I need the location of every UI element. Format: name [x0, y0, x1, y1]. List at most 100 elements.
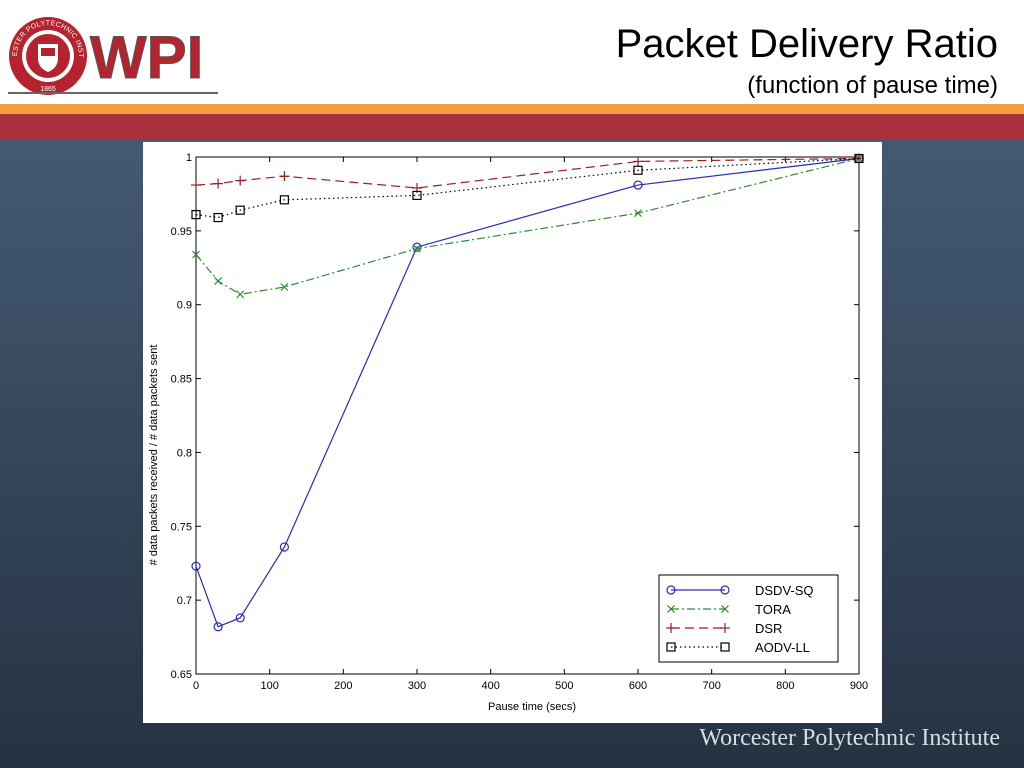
data-point-aodv-ll-shape	[213, 212, 223, 223]
data-point-aodv-ll	[235, 205, 245, 215]
legend-marker-dsr	[666, 623, 676, 633]
wpi-logo: WORCESTER POLYTECHNIC INSTITUTE 1865 WPI	[8, 14, 204, 95]
y-tick-label: 0.8	[177, 447, 192, 459]
x-tick-label: 800	[776, 680, 794, 692]
axes: 0 100 200 300 400 500 600 700 800 900 0.65 0.7 0.75 0…	[171, 152, 869, 692]
data-point-dsr	[213, 178, 224, 189]
y-tick-label: 0.95	[171, 226, 192, 238]
series-aodv-ll	[191, 153, 864, 223]
data-point-tora-stroke	[280, 283, 289, 291]
data-point-aodv-ll-shape	[191, 210, 201, 220]
legend: DSDV-SQ TORA DSR AODV-LL	[658, 574, 839, 663]
data-point-dsdv-sq	[279, 542, 289, 552]
legend-marker-dsr	[720, 623, 730, 633]
data-point-dsdv-sq-shape	[213, 622, 223, 632]
data-point-dsdv-sq	[191, 561, 201, 571]
logo-underline	[8, 92, 218, 94]
data-point-dsdv-sq	[633, 180, 643, 190]
header-accent-stripe	[0, 104, 1024, 114]
legend-marker-tora	[667, 605, 675, 613]
series-line-dsdv-sq	[195, 157, 860, 628]
plot-frame	[195, 156, 860, 675]
data-point-aodv-ll-shape	[412, 190, 422, 201]
data-point-aodv-ll	[213, 212, 223, 223]
x-tick-label: 500	[555, 680, 573, 692]
legend-label-dsr: DSR	[755, 621, 782, 636]
data-point-aodv-ll-shape	[235, 205, 245, 215]
data-point-aodv-ll-shape	[854, 153, 864, 164]
legend-marker-aodv-ll-shape	[720, 642, 730, 652]
header-band	[0, 114, 1024, 140]
seal-book-icon	[41, 48, 55, 56]
chart-panel: 0 100 200 300 400 500 600 700 800 900 0.65 0.7 0.75 0…	[143, 142, 882, 723]
data-point-dsdv-sq-shape	[412, 242, 422, 252]
data-point-dsr	[235, 175, 246, 186]
legend-marker-dsdv-sq-shape	[666, 585, 676, 595]
data-point-aodv-ll-shape	[279, 195, 289, 205]
data-point-aodv-ll	[412, 190, 422, 201]
data-point-tora-stroke	[192, 250, 200, 259]
series-tora	[192, 154, 863, 299]
y-tick-label: 0.65	[171, 669, 192, 681]
series	[191, 153, 864, 632]
data-point-dsr	[191, 180, 201, 191]
x-tick-label: 700	[702, 680, 720, 692]
data-point-dsdv-sq	[412, 242, 422, 252]
slide-header	[0, 0, 1024, 104]
x-tick-label: 400	[481, 680, 499, 692]
legend-item-tora: TORA	[667, 602, 791, 617]
data-point-aodv-ll	[191, 210, 201, 220]
data-point-tora	[236, 290, 245, 299]
data-point-dsdv-sq-shape	[191, 561, 201, 571]
legend-label-dsdv-sq: DSDV-SQ	[755, 583, 814, 598]
x-tick-label: 100	[260, 680, 278, 692]
legend-marker-tora-stroke	[721, 605, 729, 613]
y-axis-label: # data packets received / # data packets…	[148, 345, 160, 566]
packet-delivery-chart: 0 100 200 300 400 500 600 700 800 900 0.65 0.7 0.75 0…	[148, 152, 869, 713]
legend-marker-tora-stroke	[667, 605, 675, 613]
data-point-dsr	[279, 171, 290, 182]
x-tick-label: 600	[629, 680, 647, 692]
data-point-aodv-ll	[854, 153, 864, 164]
data-point-tora-stroke	[634, 209, 642, 218]
data-point-tora-stroke	[236, 290, 245, 299]
series-line-tora	[195, 157, 860, 296]
data-point-tora-stroke	[214, 277, 223, 286]
data-point-dsdv-sq	[235, 613, 245, 623]
x-tick-label: 200	[334, 680, 352, 692]
seal-year: 1865	[40, 86, 56, 93]
x-tick-label: 300	[408, 680, 426, 692]
series-line-aodv-ll	[195, 157, 860, 219]
data-point-dsdv-sq-shape	[279, 542, 289, 552]
series-dsr	[191, 153, 864, 194]
legend-label-tora: TORA	[755, 602, 791, 617]
data-point-dsdv-sq	[213, 622, 223, 632]
data-point-tora-stroke	[413, 244, 421, 253]
legend-marker-tora	[721, 605, 729, 613]
data-point-tora	[192, 250, 200, 259]
legend-marker-aodv-ll	[666, 642, 676, 652]
data-point-tora	[413, 244, 421, 253]
legend-marker-dsdv-sq	[666, 585, 676, 595]
y-tick-label: 0.75	[171, 521, 192, 533]
data-point-dsdv-sq-shape	[235, 613, 245, 623]
legend-item-dsdv-sq: DSDV-SQ	[666, 583, 814, 598]
legend-item-dsr: DSR	[666, 621, 782, 636]
legend-item-aodv-ll: AODV-LL	[666, 640, 810, 655]
legend-marker-aodv-ll-shape	[666, 642, 676, 652]
y-tick-label: 0.85	[171, 374, 192, 386]
data-point-tora	[280, 283, 289, 291]
y-tick-label: 0.9	[177, 300, 192, 312]
legend-label-aodv-ll: AODV-LL	[755, 640, 810, 655]
data-point-tora	[634, 209, 642, 218]
x-axis-label: Pause time (secs)	[488, 701, 576, 713]
footer-institution: Worcester Polytechnic Institute	[699, 725, 1000, 751]
data-point-tora	[214, 277, 223, 286]
data-point-aodv-ll	[279, 195, 289, 205]
data-point-aodv-ll-shape	[633, 165, 643, 175]
data-point-dsdv-sq-shape	[633, 180, 643, 190]
slide-title: Packet Delivery Ratio	[615, 22, 998, 66]
y-tick-label: 1	[186, 152, 192, 164]
slide-subtitle: (function of pause time)	[747, 72, 998, 99]
y-tick-label: 0.7	[177, 595, 192, 607]
